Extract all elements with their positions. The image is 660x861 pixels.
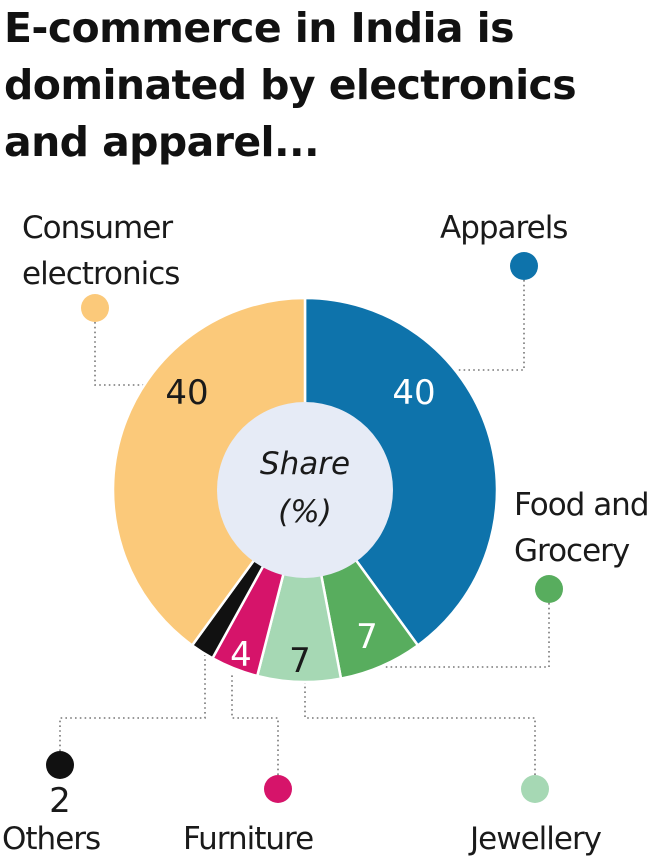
label-apparels: Apparels	[440, 210, 567, 246]
leader-furniture	[231, 674, 279, 775]
title-line-1: E-commerce in India is	[4, 4, 515, 52]
dot-consumer-electronics	[81, 294, 109, 322]
leader-lines	[59, 280, 550, 775]
center-label-share: Share	[260, 446, 350, 482]
dot-apparels	[510, 252, 538, 280]
slice-consumer-electronics	[111, 296, 307, 648]
label-food-and-grocery-2: Grocery	[514, 533, 630, 569]
label-consumer-electronics-1: Consumer	[22, 210, 173, 246]
center-label-percent: (%)	[278, 494, 332, 530]
legend-dots	[46, 252, 563, 803]
category-labels: Apparels Food and Grocery Jewellery Furnitur…	[2, 210, 650, 857]
value-food-and-grocery: 7	[356, 617, 378, 657]
label-jewellery: Jewellery	[468, 821, 602, 857]
title-line-2: dominated by electronics	[4, 61, 577, 109]
chart-title: E-commerce in India is dominated by elec…	[4, 0, 654, 171]
label-others: Others	[2, 821, 100, 857]
label-consumer-electronics-2: electronics	[22, 256, 179, 292]
dot-food-and-grocery	[535, 575, 563, 603]
leader-food-and-grocery	[385, 603, 550, 668]
leader-consumer-electronics	[94, 322, 160, 386]
value-jewellery: 7	[289, 641, 311, 681]
label-furniture: Furniture	[183, 821, 313, 857]
dot-others	[46, 751, 74, 779]
dot-jewellery	[521, 775, 549, 803]
leader-others	[59, 655, 206, 751]
title-line-3: and apparel...	[4, 118, 320, 166]
leader-apparels	[458, 280, 525, 371]
value-apparels: 40	[392, 373, 435, 413]
slice-apparels	[303, 296, 499, 648]
value-consumer-electronics: 40	[165, 373, 208, 413]
value-furniture: 4	[230, 635, 252, 675]
leader-jewellery	[304, 680, 536, 775]
donut-hole	[217, 402, 393, 578]
dot-furniture	[264, 775, 292, 803]
value-others: 2	[49, 781, 71, 821]
label-food-and-grocery-1: Food and	[514, 487, 649, 523]
